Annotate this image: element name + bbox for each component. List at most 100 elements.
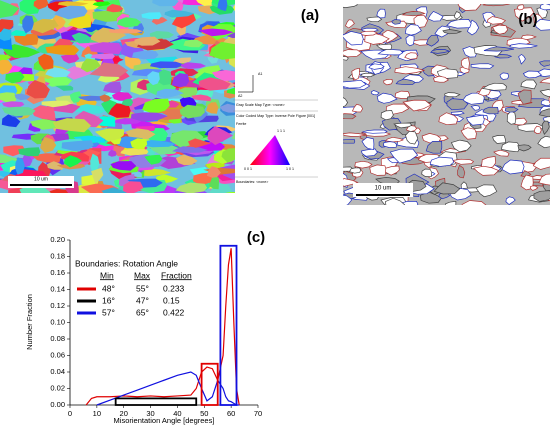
grain: [80, 58, 101, 73]
grain: [359, 30, 378, 36]
y-tick-label: 0.08: [50, 334, 65, 343]
grain: [351, 67, 360, 81]
grain: [130, 138, 148, 150]
grain: [539, 89, 550, 97]
y-tick-label: 0.18: [50, 251, 65, 260]
grain: [52, 118, 92, 133]
grain: [361, 129, 388, 134]
grain: [343, 194, 353, 205]
grain: [116, 17, 141, 28]
grain: [491, 24, 508, 35]
grain: [179, 104, 205, 119]
grain: [132, 50, 159, 60]
grain: [384, 165, 400, 176]
grain: [433, 75, 450, 83]
grain: [198, 28, 234, 37]
grain: [470, 63, 495, 69]
legend-max: 65°: [136, 307, 149, 317]
grain: [142, 98, 170, 114]
grain: [219, 103, 235, 113]
grain: [368, 63, 385, 70]
grain: [207, 126, 233, 146]
grain: [351, 103, 364, 113]
grain: [89, 42, 122, 55]
grain: [433, 182, 461, 195]
grain: [221, 148, 235, 163]
grain: [438, 112, 459, 126]
grain: [212, 70, 235, 82]
grain: [343, 178, 359, 187]
grain: [180, 62, 207, 69]
grain: [18, 147, 41, 157]
x-axis-label: Misorientation Angle [degrees]: [114, 416, 215, 425]
grain: [425, 140, 443, 154]
grain: [231, 132, 235, 140]
grain: [517, 144, 532, 152]
grain: [123, 181, 144, 193]
data-line: [96, 371, 240, 406]
grain: [444, 92, 461, 98]
grain: [94, 128, 125, 142]
grain: [517, 89, 532, 105]
axis-label: A2: [238, 94, 242, 98]
grain: [2, 106, 36, 117]
y-tick-label: 0.02: [50, 383, 65, 392]
grain: [13, 33, 39, 46]
grain: [92, 1, 111, 7]
legend-header: Fraction: [161, 270, 192, 280]
grain-boundary-map: [343, 4, 550, 205]
grain: [111, 91, 133, 101]
y-tick-label: 0.10: [50, 317, 65, 326]
ipf-label: 1 1 1: [277, 129, 285, 133]
grain: [506, 110, 517, 125]
grain: [460, 127, 477, 140]
grain: [68, 11, 92, 29]
grain: [520, 79, 537, 90]
grain: [370, 90, 380, 96]
grain: [90, 53, 115, 60]
grain: [425, 34, 439, 47]
legend-max: 55°: [136, 283, 149, 293]
ipf-label: 1 0 1: [286, 167, 294, 171]
grain: [343, 31, 364, 46]
grain: [501, 159, 525, 175]
grain: [214, 191, 232, 193]
grain: [45, 45, 80, 56]
grain: [226, 87, 235, 95]
grain: [141, 12, 162, 20]
grain: [26, 80, 50, 99]
legend-max: 47°: [136, 295, 149, 305]
legend-header: Min: [100, 270, 114, 280]
grain: [385, 197, 406, 205]
y-tick-label: 0.20: [50, 235, 65, 244]
grain: [108, 28, 143, 34]
grain: [125, 128, 156, 140]
grain: [457, 4, 482, 11]
legend-title: Boundaries: Rotation Angle: [75, 258, 178, 268]
grain: [144, 154, 163, 165]
grain: [135, 125, 156, 132]
grain: [101, 187, 128, 193]
legend-line: Ferrite: [236, 122, 246, 126]
grain: [457, 164, 466, 179]
grain: [482, 4, 510, 7]
grain: [499, 72, 510, 80]
grain: [405, 34, 415, 47]
y-tick-label: 0.14: [50, 284, 65, 293]
grain: [103, 81, 122, 94]
grain: [413, 14, 429, 29]
grain: [366, 16, 383, 23]
grain: [0, 0, 20, 18]
grain: [390, 204, 396, 205]
grain: [450, 111, 465, 116]
grain: [134, 36, 161, 46]
grain: [99, 94, 111, 102]
grain: [450, 139, 472, 153]
grain: [147, 71, 160, 86]
grain: [92, 193, 107, 199]
grain: [60, 54, 80, 64]
grain: [343, 97, 349, 107]
grain: [364, 32, 390, 45]
grain: [31, 153, 61, 163]
